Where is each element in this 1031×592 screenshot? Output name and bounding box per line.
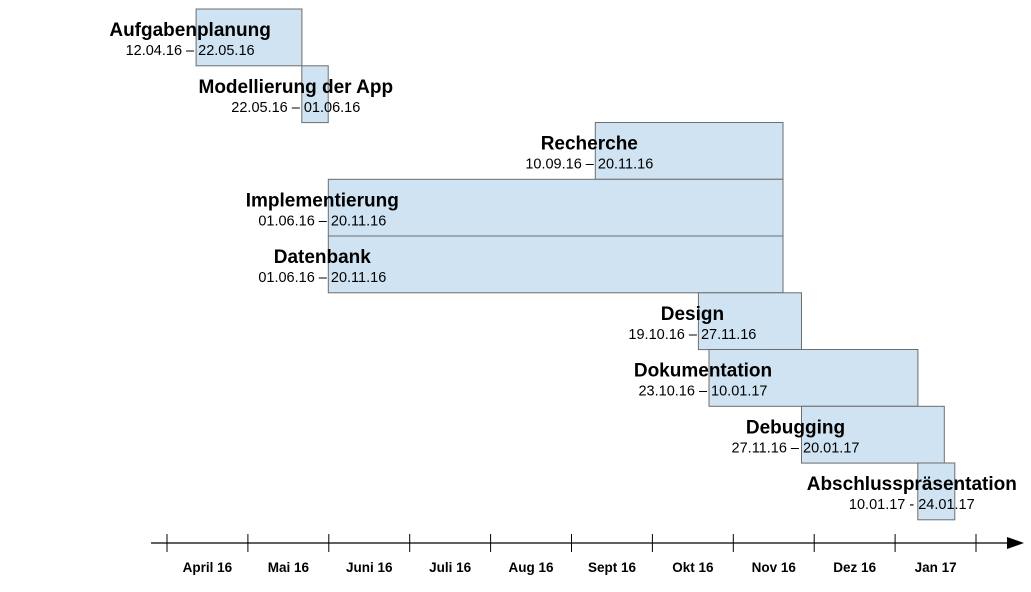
task-bars <box>195 8 956 521</box>
task-dates: 27.11.16 – 20.01.17 <box>732 440 860 456</box>
task-dates: 01.06.16 – 20.11.16 <box>258 270 386 286</box>
task-bar <box>327 235 784 294</box>
task-dates: 23.10.16 – 10.01.17 <box>638 384 767 400</box>
axis-arrow-icon <box>1007 537 1024 549</box>
month-label: Nov 16 <box>752 560 797 575</box>
task-name: Recherche <box>541 134 638 155</box>
task-dates: 10.09.16 – 20.11.16 <box>525 157 653 173</box>
task-dates: 01.06.16 – 20.11.16 <box>258 213 386 229</box>
task-name: Design <box>661 304 724 325</box>
task-name: Debugging <box>746 417 845 438</box>
task-name: Abschlusspräsentation <box>807 474 1017 495</box>
month-label: Okt 16 <box>672 560 714 575</box>
month-label: Dez 16 <box>833 560 876 575</box>
task-dates: 19.10.16 – 27.11.16 <box>628 327 756 343</box>
task-bar <box>195 8 303 67</box>
task-bar <box>327 178 784 237</box>
task-bar <box>697 292 803 351</box>
month-label: Aug 16 <box>508 560 554 575</box>
month-label: Mai 16 <box>268 560 310 575</box>
task-dates: 10.01.17 - 24.01.17 <box>849 497 975 513</box>
task-bar <box>917 462 956 521</box>
month-label: Jan 17 <box>915 560 957 575</box>
month-label: Juni 16 <box>346 560 393 575</box>
task-bar <box>301 65 329 124</box>
task-name: Implementierung <box>246 190 399 211</box>
month-label: April 16 <box>183 560 233 575</box>
month-label: Juli 16 <box>429 560 472 575</box>
task-name: Aufgabenplanung <box>109 20 270 41</box>
task-dates: 22.05.16 – 01.06.16 <box>231 100 360 116</box>
task-bar <box>594 122 784 180</box>
month-label: Sept 16 <box>588 560 637 575</box>
task-name: Datenbank <box>274 247 372 268</box>
task-name: Modellierung der App <box>199 77 394 98</box>
task-dates: 12.04.16 – 22.05.16 <box>126 43 255 59</box>
task-name: Dokumentation <box>634 361 772 382</box>
time-axis: April 16 Mai 16 Juni 16 Juli 16 Aug 16 Sept 1… <box>151 534 1024 575</box>
task-labels: Aufgabenplanung 12.04.16 – 22.05.16 Modell… <box>109 20 1016 513</box>
task-bar <box>801 405 945 464</box>
